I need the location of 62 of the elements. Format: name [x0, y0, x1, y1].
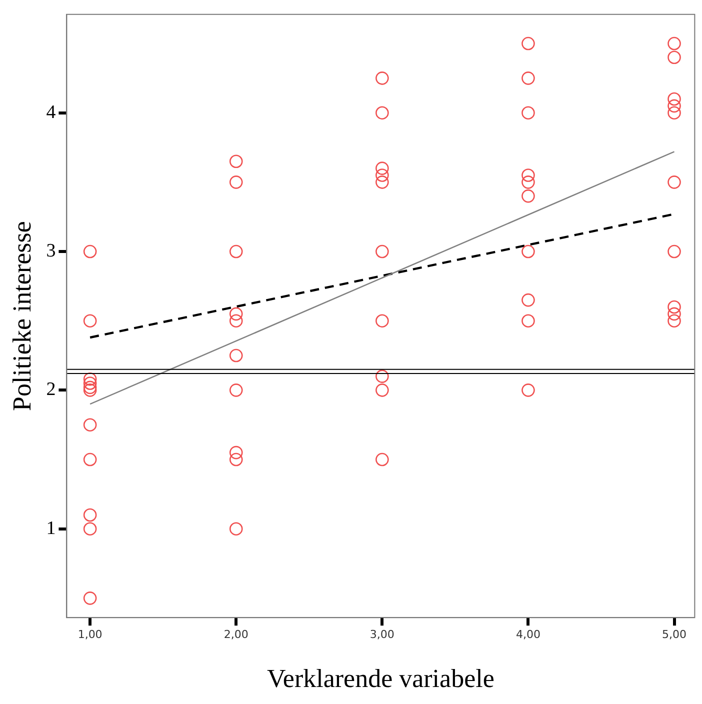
point	[522, 314, 535, 328]
point	[83, 508, 97, 522]
point	[522, 384, 535, 397]
point	[229, 348, 243, 362]
point	[229, 446, 243, 460]
point	[376, 106, 389, 120]
point	[668, 92, 681, 106]
point	[229, 384, 243, 397]
point	[668, 176, 681, 189]
point	[229, 522, 243, 536]
point	[668, 314, 681, 328]
point	[522, 244, 535, 258]
point	[83, 372, 97, 386]
y-tick-label: 3	[46, 240, 56, 262]
point	[522, 72, 535, 85]
point	[229, 176, 243, 189]
point	[83, 314, 97, 328]
point	[229, 154, 243, 168]
point	[522, 36, 535, 50]
point	[668, 307, 681, 321]
point	[83, 384, 97, 397]
point	[668, 106, 681, 120]
point	[229, 452, 243, 466]
x-axis-title: Verklarende variabele	[267, 664, 494, 694]
point	[668, 50, 681, 64]
point	[522, 168, 535, 182]
point	[668, 99, 681, 113]
point	[83, 418, 97, 432]
point	[229, 314, 243, 328]
point	[83, 380, 97, 394]
point	[376, 72, 389, 85]
x-tick-label: 4,00	[516, 628, 540, 642]
x-tick-label: 1,00	[78, 628, 102, 642]
point	[376, 370, 389, 383]
x-tick-label: 2,00	[224, 628, 248, 642]
point	[376, 452, 389, 466]
point	[668, 36, 681, 50]
point	[83, 522, 97, 536]
y-tick-label: 2	[46, 379, 56, 400]
y-axis-title: Politieke interesse	[7, 221, 36, 411]
point	[522, 293, 535, 307]
point	[229, 307, 243, 321]
point	[376, 384, 389, 397]
point	[376, 168, 389, 182]
point	[668, 300, 681, 314]
point	[376, 162, 389, 175]
point	[522, 176, 535, 189]
point	[229, 244, 243, 258]
point	[83, 376, 97, 390]
point	[668, 244, 681, 258]
point	[376, 314, 389, 328]
point	[83, 244, 97, 258]
x-tick-label: 3,00	[370, 628, 394, 642]
point	[522, 106, 535, 120]
x-tick-label: 5,00	[662, 628, 687, 642]
point	[83, 452, 97, 466]
point	[83, 592, 97, 605]
point	[376, 244, 389, 258]
point	[376, 176, 389, 189]
y-tick-label: 4	[46, 102, 56, 123]
y-tick-label: 1	[46, 518, 56, 539]
point	[522, 189, 535, 203]
